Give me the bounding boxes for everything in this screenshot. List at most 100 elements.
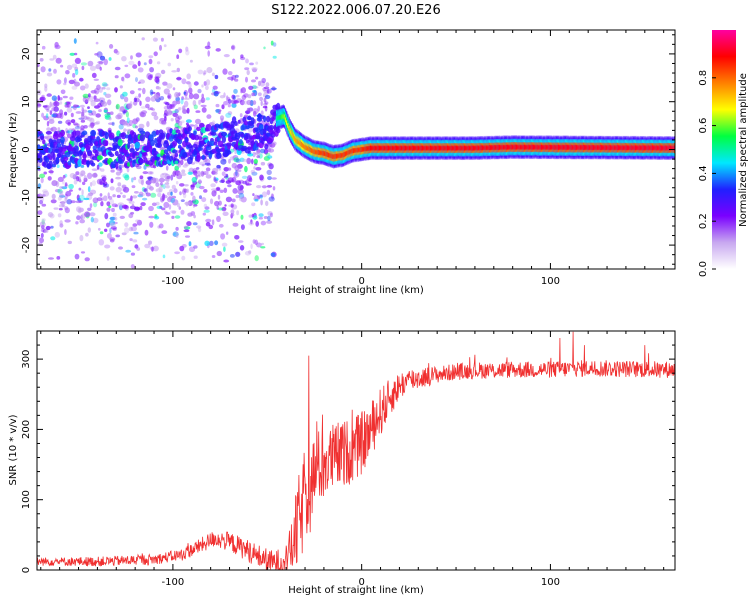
noise-blob — [259, 194, 263, 199]
band-blob — [144, 152, 148, 156]
noise-blob — [245, 76, 248, 83]
noise-blob — [244, 67, 250, 71]
noise-blob — [205, 85, 209, 91]
noise-blob — [207, 41, 211, 47]
noise-blob — [153, 115, 159, 121]
noise-blob — [73, 179, 78, 185]
band-blob — [245, 133, 251, 140]
noise-blob — [220, 158, 227, 165]
noise-blob — [268, 196, 275, 202]
noise-blob — [263, 102, 268, 106]
noise-blob — [227, 98, 232, 104]
noise-blob — [72, 122, 78, 125]
noise-blob — [204, 206, 210, 210]
noise-blob — [56, 79, 62, 85]
band-blob — [250, 117, 255, 125]
noise-blob — [235, 170, 238, 177]
noise-blob — [124, 64, 129, 68]
noise-blob — [197, 227, 202, 233]
noise-blob — [213, 176, 216, 182]
noise-blob — [59, 186, 64, 189]
noise-blob — [124, 174, 130, 181]
noise-blob — [227, 111, 233, 116]
noise-blob — [128, 226, 133, 232]
band-blob — [86, 160, 90, 166]
noise-blob — [102, 182, 106, 188]
noise-blob — [137, 60, 141, 67]
noise-blob — [155, 182, 160, 187]
band-blob — [55, 156, 60, 165]
noise-blob — [237, 184, 244, 191]
noise-blob — [199, 195, 202, 200]
noise-blob — [185, 119, 192, 123]
noise-blob — [225, 196, 232, 203]
noise-blob — [227, 71, 233, 76]
noise-blob — [94, 53, 99, 56]
noise-blob — [66, 64, 73, 71]
noise-blob — [69, 189, 73, 192]
noise-blob — [130, 143, 134, 150]
noise-blob — [266, 185, 273, 188]
noise-blob — [109, 238, 115, 243]
noise-blob — [89, 117, 95, 124]
band-blob — [200, 126, 207, 134]
noise-blob — [122, 121, 127, 126]
noise-blob — [41, 112, 45, 118]
noise-blob — [130, 226, 137, 232]
noise-blob — [186, 73, 191, 80]
noise-blob — [106, 87, 111, 91]
noise-blob — [193, 93, 200, 100]
noise-blob — [240, 54, 244, 59]
noise-blob — [59, 195, 66, 198]
band-blob — [60, 129, 65, 137]
noise-blob — [57, 176, 64, 182]
x-tick-label: -100 — [162, 577, 185, 588]
spectrogram-y-axis-label: Frequency (Hz) — [8, 112, 19, 188]
noise-blob — [143, 164, 147, 170]
noise-blob — [46, 127, 51, 131]
noise-blob — [198, 99, 201, 105]
noise-blob — [122, 194, 126, 199]
noise-blob — [106, 256, 110, 261]
spectrogram-x-ticks: -100 0 100 — [40, 30, 665, 287]
noise-blob — [179, 191, 182, 196]
noise-blob — [69, 172, 76, 179]
noise-blob — [118, 164, 122, 170]
noise-blob — [256, 185, 262, 189]
noise-blob — [131, 203, 135, 209]
noise-blob — [106, 201, 111, 207]
noise-blob — [80, 119, 86, 123]
band-blob — [107, 146, 113, 151]
noise-blob — [66, 101, 72, 105]
noise-blob — [98, 239, 105, 246]
noise-blob — [148, 55, 154, 59]
noise-blob — [46, 133, 49, 139]
band-blob — [148, 134, 153, 139]
noise-blob — [40, 233, 44, 238]
band-blob — [104, 132, 109, 140]
noise-blob — [97, 60, 104, 64]
noise-blob — [41, 203, 47, 207]
noise-blob — [73, 38, 77, 44]
noise-blob — [265, 152, 271, 157]
noise-blob — [138, 177, 145, 184]
noise-blob — [126, 123, 131, 127]
band-blob — [265, 115, 271, 123]
noise-blob — [47, 212, 54, 218]
noise-blob — [202, 171, 209, 175]
noise-blob — [98, 227, 101, 231]
noise-blob — [233, 157, 240, 163]
noise-blob — [182, 188, 187, 195]
noise-blob — [79, 179, 82, 183]
noise-blob — [231, 44, 236, 51]
band-blob — [60, 136, 65, 144]
noise-blob — [90, 122, 95, 129]
colorbar-tick-label: 0.2 — [698, 213, 709, 229]
noise-blob — [131, 195, 138, 199]
noise-blob — [44, 104, 50, 111]
noise-blob — [259, 148, 266, 154]
x-tick-label: -100 — [162, 276, 185, 287]
noise-blob — [51, 180, 58, 187]
noise-blob — [253, 166, 256, 170]
noise-blob — [107, 99, 112, 106]
